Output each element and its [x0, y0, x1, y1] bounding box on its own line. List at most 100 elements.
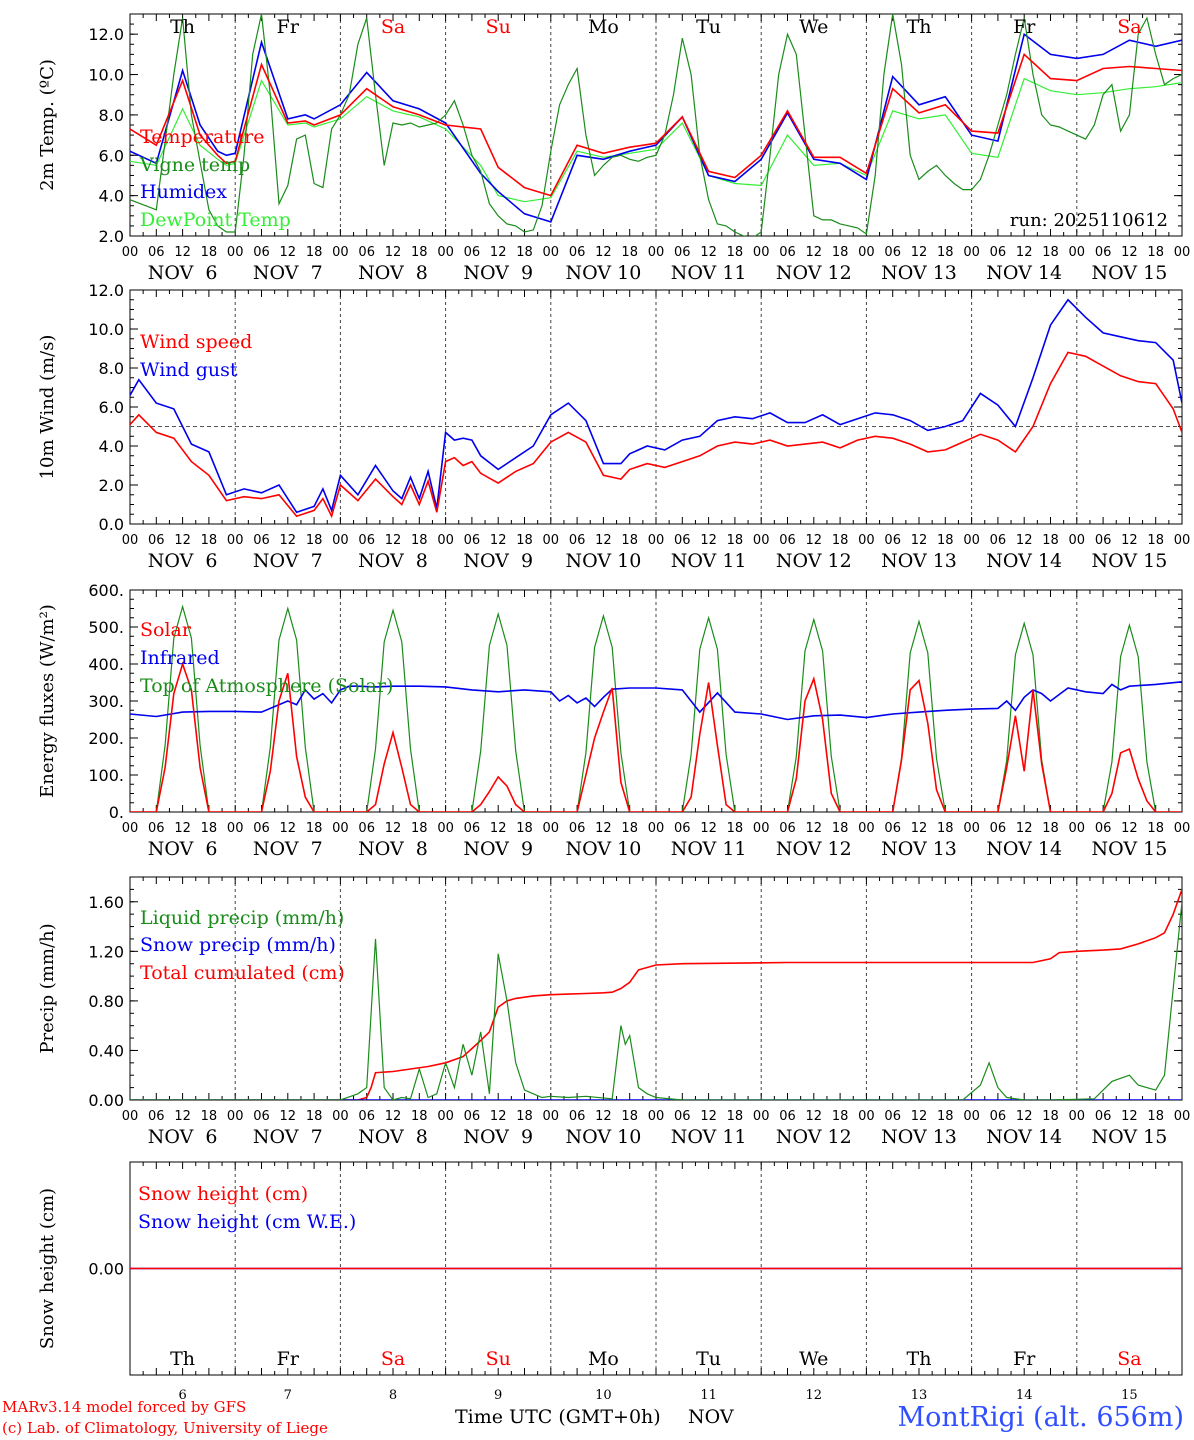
hour-tick-label: 00 [122, 245, 139, 260]
legend-snow-height-cm-w-e-: Snow height (cm W.E.) [138, 1211, 356, 1233]
panel-4: 0.00 0.40 0.80 1.20 1.60 Precip (mm/h) Liquid … [37, 876, 1191, 1148]
date-label: NOV 14 [986, 550, 1062, 572]
hour-tick-label: 06 [464, 245, 481, 260]
hour-tick-label: 18 [516, 245, 533, 260]
hour-tick-label: 12 [490, 533, 507, 548]
hour-tick-label: 00 [858, 533, 875, 548]
date-label: NOV 7 [253, 1126, 323, 1148]
hour-tick-label: 18 [621, 1109, 638, 1124]
hour-tick-label: 00 [227, 1109, 244, 1124]
hour-tick-label: 18 [306, 245, 323, 260]
hour-tick-label: 18 [411, 533, 428, 548]
hour-tick-label: 18 [937, 533, 954, 548]
hour-tick-label: 12 [806, 821, 823, 836]
y-tick-label: 8.0 [99, 106, 124, 125]
date-label: NOV 10 [565, 838, 641, 860]
legend-infrared: Infrared [140, 647, 220, 669]
y-tick-label: 2.0 [99, 227, 124, 246]
hour-tick-label: 00 [858, 245, 875, 260]
hour-tick-label: 18 [201, 1109, 218, 1124]
hour-tick-label: 00 [963, 1109, 980, 1124]
hour-tick-label: 06 [569, 245, 586, 260]
date-label: NOV 12 [776, 550, 852, 572]
y-tick-label: 2.0 [99, 476, 124, 495]
hour-tick-label: 12 [490, 821, 507, 836]
day-name: Fr [277, 1348, 300, 1370]
y-tick-label: 500. [88, 618, 124, 637]
hour-tick-label: 00 [1069, 245, 1086, 260]
y-tick-label: 200. [88, 729, 124, 748]
hour-tick-label: 06 [779, 245, 796, 260]
hour-tick-label: 00 [1174, 821, 1191, 836]
day-name: Su [486, 1348, 511, 1370]
day-name: Fr [1013, 1348, 1036, 1370]
hour-tick-label: 12 [280, 533, 297, 548]
hour-tick-label: 18 [621, 245, 638, 260]
credit-model: MARv3.14 model forced by GFS [2, 1398, 247, 1416]
series-liquid-precip-mm-h- [130, 901, 1182, 1100]
hour-tick-label: 18 [1042, 1109, 1059, 1124]
date-label: NOV 12 [776, 262, 852, 284]
hour-tick-label: 06 [464, 821, 481, 836]
y-tick-label: 0.00 [88, 1091, 124, 1110]
hour-tick-label: 00 [122, 821, 139, 836]
hour-tick-label: 12 [490, 1109, 507, 1124]
date-label: NOV 15 [1091, 838, 1167, 860]
hour-tick-label: 18 [1147, 245, 1164, 260]
day-name: Tu [696, 16, 721, 38]
hour-tick-label: 06 [884, 245, 901, 260]
date-label: 14 [1016, 1388, 1033, 1403]
hour-tick-label: 18 [937, 1109, 954, 1124]
day-name: Fr [1013, 16, 1036, 38]
hour-tick-label: 06 [148, 533, 165, 548]
hour-tick-label: 06 [990, 1109, 1007, 1124]
hour-tick-label: 00 [543, 245, 560, 260]
y-axis-label: Energy fluxes (W/m²) [37, 604, 58, 798]
hour-tick-label: 12 [1016, 1109, 1033, 1124]
hour-tick-label: 06 [990, 821, 1007, 836]
hour-tick-label: 18 [621, 533, 638, 548]
y-tick-label: 8.0 [99, 359, 124, 378]
date-label: 6 [178, 1388, 186, 1403]
hour-tick-label: 06 [779, 533, 796, 548]
series-infrared [130, 681, 1182, 721]
date-label: NOV 11 [671, 262, 747, 284]
hour-tick-label: 18 [832, 1109, 849, 1124]
y-tick-label: 0.00 [88, 1260, 124, 1279]
hour-tick-label: 12 [1121, 533, 1138, 548]
hour-tick-label: 12 [595, 533, 612, 548]
day-name: Sa [1117, 16, 1141, 38]
hour-tick-label: 12 [806, 245, 823, 260]
date-label: NOV 12 [776, 1126, 852, 1148]
date-label: NOV 11 [671, 1126, 747, 1148]
hour-tick-label: 12 [280, 821, 297, 836]
legend-liquid-precip-mm-h-: Liquid precip (mm/h) [140, 907, 344, 929]
hour-tick-label: 18 [306, 533, 323, 548]
y-tick-label: 12.0 [88, 281, 124, 300]
y-tick-label: 400. [88, 655, 124, 674]
hour-tick-label: 12 [700, 821, 717, 836]
hour-tick-label: 12 [595, 1109, 612, 1124]
date-label: NOV 7 [253, 838, 323, 860]
hour-tick-label: 00 [1174, 1109, 1191, 1124]
hour-tick-label: 06 [569, 1109, 586, 1124]
hour-tick-label: 18 [411, 1109, 428, 1124]
date-label: NOV 15 [1091, 550, 1167, 572]
date-label: NOV 13 [881, 838, 957, 860]
day-name: Tu [696, 1348, 721, 1370]
hour-tick-label: 18 [727, 821, 744, 836]
hour-tick-label: 00 [1069, 821, 1086, 836]
legend-snow-precip-mm-h-: Snow precip (mm/h) [140, 934, 336, 956]
date-label: NOV 10 [565, 550, 641, 572]
hour-tick-label: 18 [727, 245, 744, 260]
date-label: NOV 9 [463, 550, 533, 572]
y-axis-label: 10m Wind (m/s) [37, 335, 58, 480]
hour-tick-label: 18 [1147, 533, 1164, 548]
hour-tick-label: 18 [306, 821, 323, 836]
hour-tick-label: 12 [280, 1109, 297, 1124]
date-label: NOV 15 [1091, 1126, 1167, 1148]
hour-tick-label: 00 [543, 1109, 560, 1124]
y-tick-label: 600. [88, 581, 124, 600]
hour-tick-label: 00 [543, 533, 560, 548]
y-tick-label: 100. [88, 766, 124, 785]
